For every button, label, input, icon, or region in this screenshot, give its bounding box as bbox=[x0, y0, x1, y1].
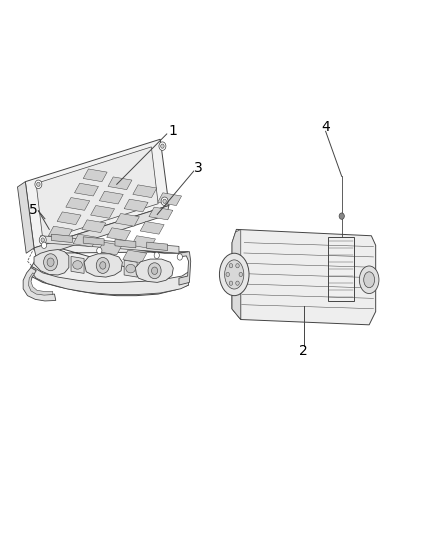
Polygon shape bbox=[232, 269, 241, 319]
Circle shape bbox=[339, 213, 344, 219]
Polygon shape bbox=[147, 242, 168, 251]
Circle shape bbox=[177, 254, 183, 260]
Polygon shape bbox=[57, 212, 81, 224]
Polygon shape bbox=[99, 191, 123, 204]
Circle shape bbox=[35, 180, 42, 189]
Text: 1: 1 bbox=[168, 124, 177, 138]
Circle shape bbox=[239, 272, 243, 277]
Polygon shape bbox=[82, 220, 106, 232]
Ellipse shape bbox=[126, 264, 135, 273]
Polygon shape bbox=[124, 260, 137, 277]
Polygon shape bbox=[74, 183, 99, 196]
Polygon shape bbox=[83, 237, 104, 245]
Circle shape bbox=[152, 267, 158, 274]
Polygon shape bbox=[51, 234, 72, 243]
Polygon shape bbox=[23, 268, 56, 301]
Polygon shape bbox=[115, 239, 136, 248]
Circle shape bbox=[163, 199, 166, 204]
Polygon shape bbox=[73, 234, 97, 247]
Circle shape bbox=[236, 264, 239, 268]
Polygon shape bbox=[83, 169, 107, 182]
Circle shape bbox=[161, 144, 164, 148]
Circle shape bbox=[39, 236, 46, 244]
Circle shape bbox=[47, 258, 54, 266]
Circle shape bbox=[159, 142, 166, 150]
Text: 2: 2 bbox=[300, 344, 308, 358]
Polygon shape bbox=[232, 229, 376, 325]
Circle shape bbox=[100, 262, 106, 269]
Polygon shape bbox=[31, 266, 188, 295]
Circle shape bbox=[229, 281, 233, 285]
Circle shape bbox=[44, 254, 57, 271]
Circle shape bbox=[226, 272, 230, 277]
Polygon shape bbox=[98, 242, 122, 255]
Text: 4: 4 bbox=[321, 120, 330, 134]
Polygon shape bbox=[328, 237, 354, 301]
Polygon shape bbox=[158, 193, 182, 206]
Circle shape bbox=[41, 238, 45, 242]
Circle shape bbox=[148, 263, 161, 279]
Polygon shape bbox=[140, 221, 164, 234]
Polygon shape bbox=[41, 236, 179, 253]
Polygon shape bbox=[66, 198, 90, 211]
Circle shape bbox=[42, 242, 47, 248]
Polygon shape bbox=[18, 182, 34, 253]
Polygon shape bbox=[84, 254, 122, 277]
Polygon shape bbox=[34, 249, 69, 275]
Ellipse shape bbox=[359, 266, 379, 294]
Circle shape bbox=[96, 257, 110, 273]
Polygon shape bbox=[108, 177, 132, 190]
Polygon shape bbox=[91, 206, 115, 218]
Circle shape bbox=[154, 252, 159, 259]
Text: 3: 3 bbox=[194, 161, 202, 175]
Polygon shape bbox=[135, 259, 173, 282]
Polygon shape bbox=[48, 226, 72, 239]
Polygon shape bbox=[124, 199, 148, 212]
Ellipse shape bbox=[364, 272, 374, 288]
Circle shape bbox=[97, 247, 102, 254]
Polygon shape bbox=[149, 207, 173, 220]
Polygon shape bbox=[123, 250, 147, 263]
Polygon shape bbox=[28, 273, 53, 295]
Text: 5: 5 bbox=[29, 203, 38, 217]
Polygon shape bbox=[131, 236, 155, 248]
Polygon shape bbox=[36, 147, 158, 240]
Ellipse shape bbox=[73, 261, 82, 269]
Polygon shape bbox=[116, 214, 139, 226]
Polygon shape bbox=[31, 236, 188, 296]
Circle shape bbox=[161, 197, 168, 206]
Polygon shape bbox=[71, 256, 84, 273]
Polygon shape bbox=[179, 252, 191, 285]
Ellipse shape bbox=[225, 260, 244, 289]
Circle shape bbox=[236, 281, 239, 285]
Polygon shape bbox=[133, 185, 157, 198]
Circle shape bbox=[37, 182, 40, 187]
Polygon shape bbox=[107, 228, 131, 240]
Polygon shape bbox=[25, 139, 169, 248]
Polygon shape bbox=[232, 229, 241, 319]
Polygon shape bbox=[34, 206, 169, 257]
Ellipse shape bbox=[219, 253, 249, 296]
Circle shape bbox=[229, 264, 233, 268]
